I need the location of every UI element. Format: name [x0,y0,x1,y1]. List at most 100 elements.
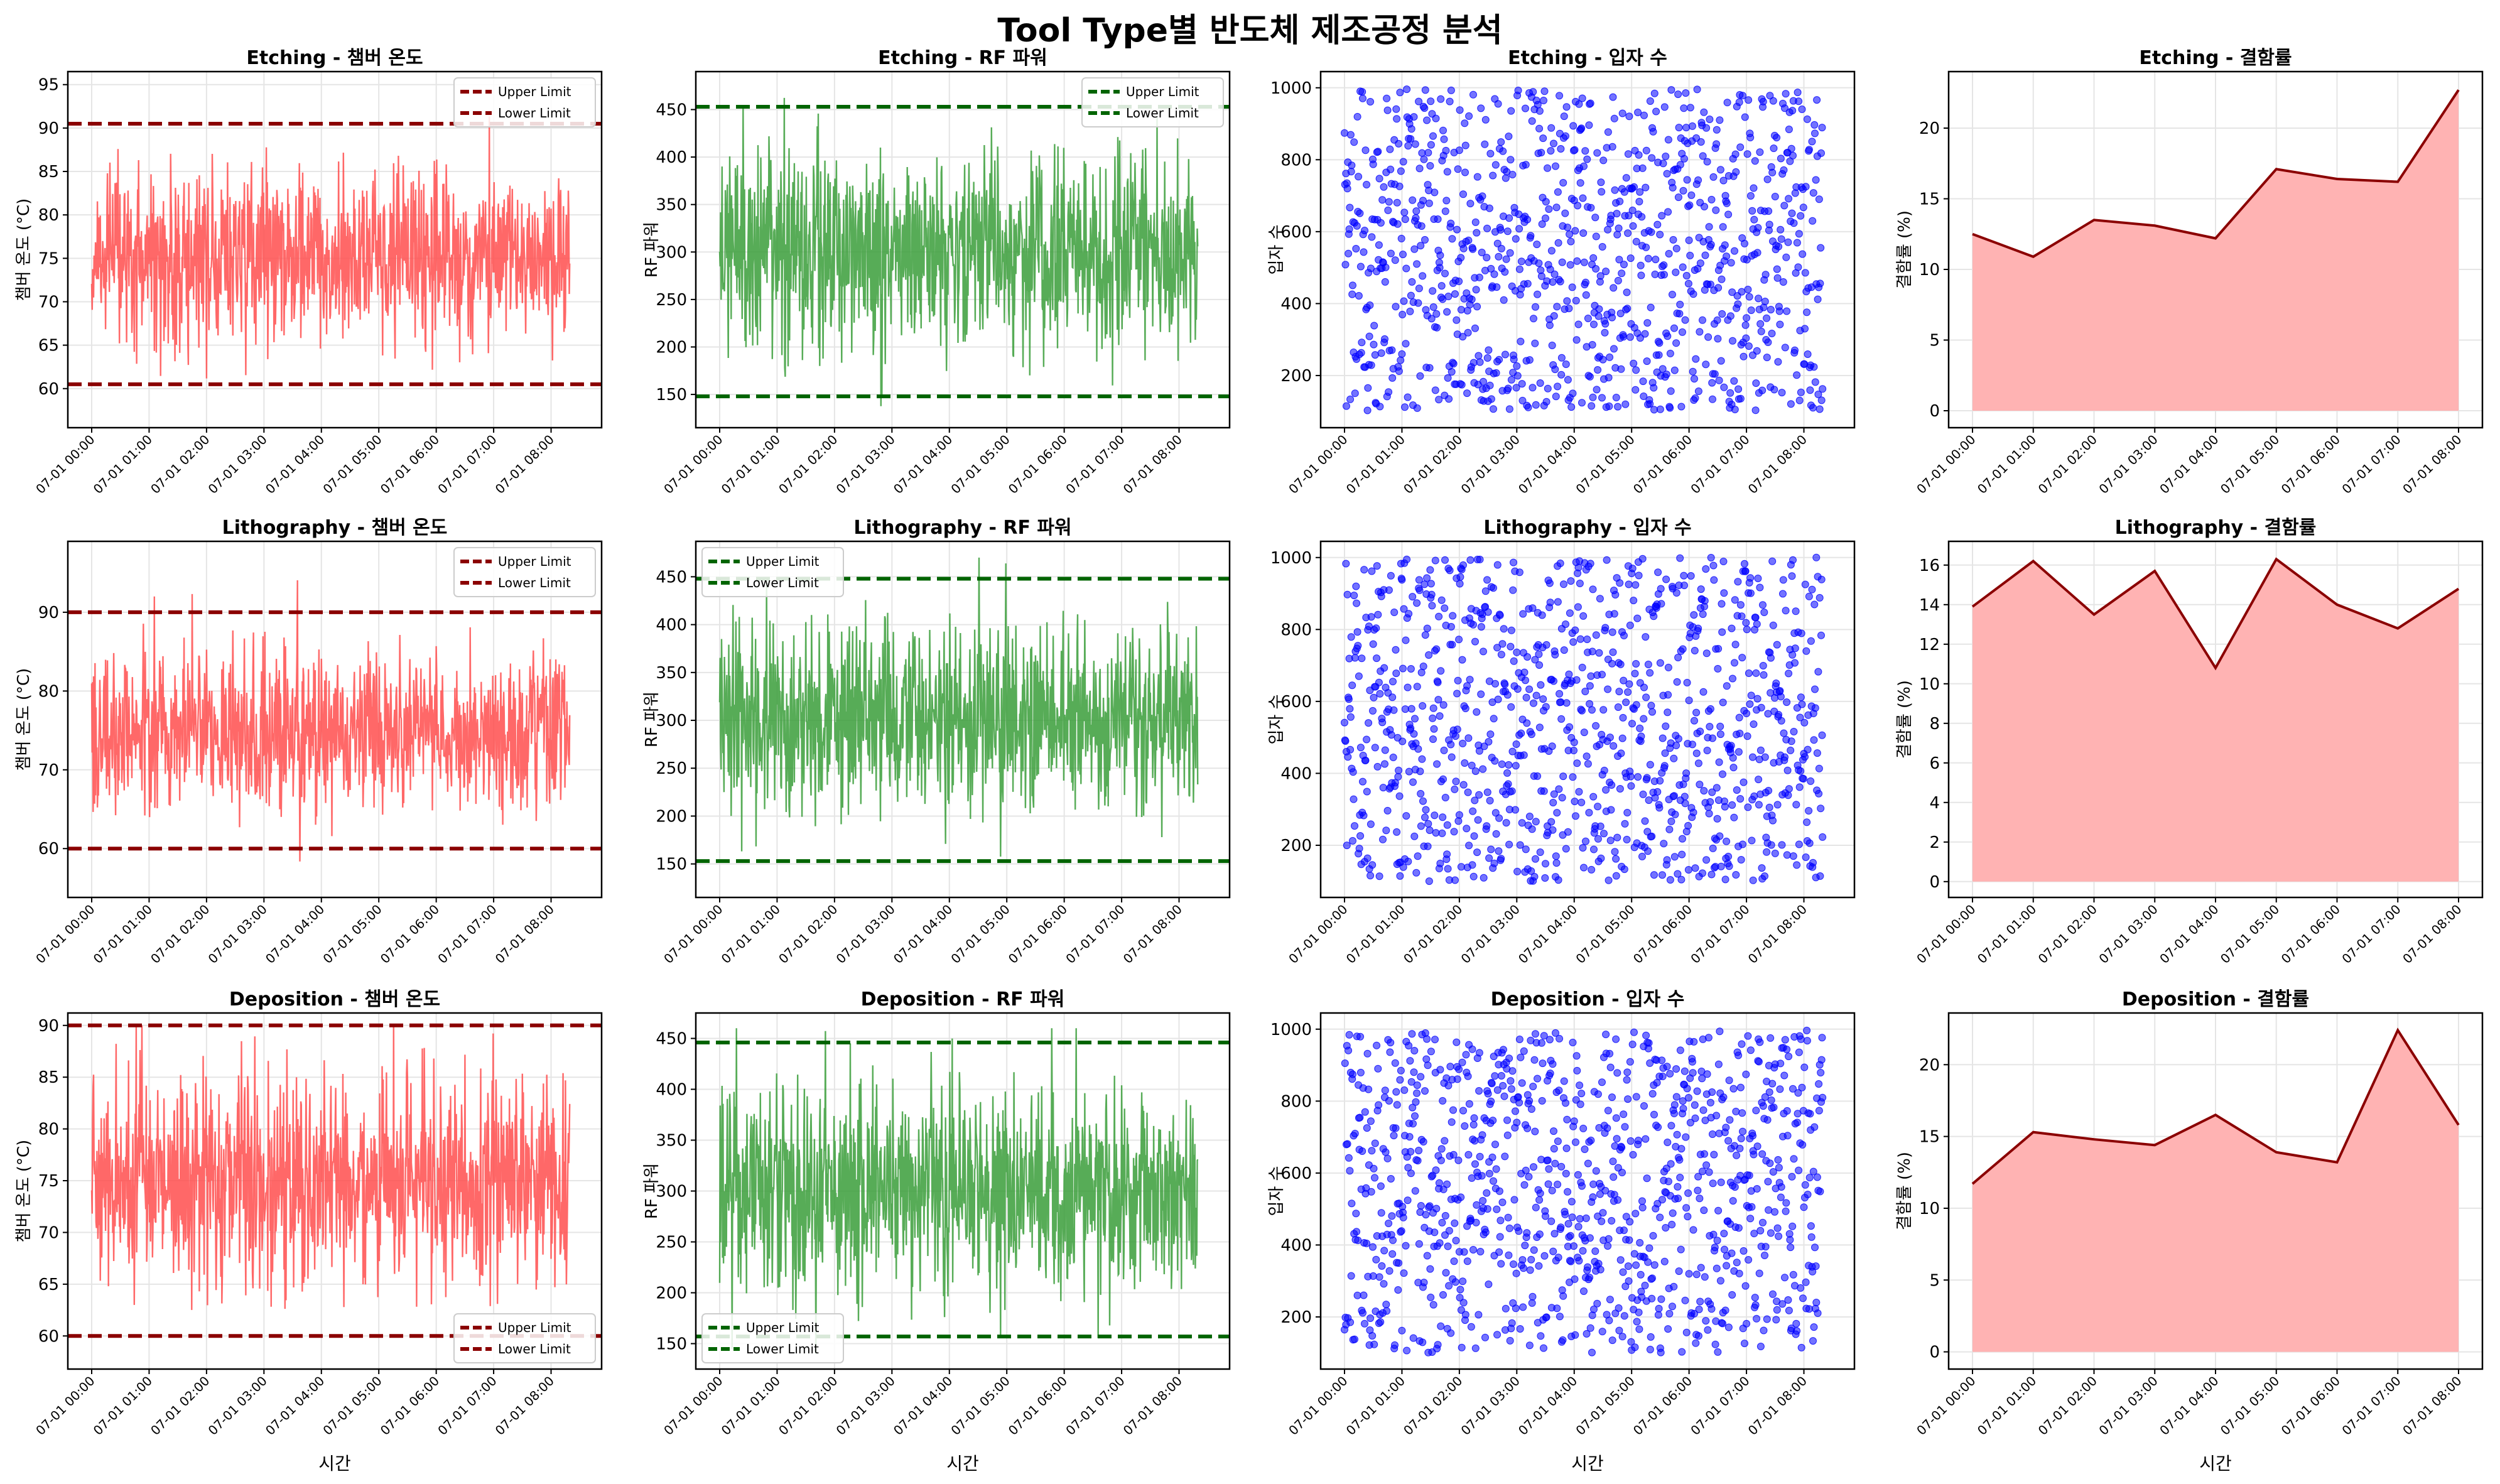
scatter-point [1515,1227,1523,1235]
scatter-point [1353,1291,1361,1299]
scatter-point [1773,265,1781,273]
scatter-point [1368,233,1376,241]
scatter-point [1552,203,1561,212]
x-tick-label: 07-01 08:00 [2400,902,2464,967]
scatter-point [1562,360,1570,368]
scatter-point [1446,97,1454,106]
scatter-point [1476,1152,1484,1161]
scatter-point [1419,797,1427,805]
scatter-point [1817,1069,1825,1076]
scatter-point [1721,803,1729,811]
scatter-point [1751,1294,1759,1302]
scatter-point [1759,1102,1767,1110]
scatter-point [1399,737,1407,745]
y-tick-label: 60 [38,380,59,399]
scatter-point [1667,86,1675,94]
scatter-point [1381,278,1389,286]
scatter-point [1560,646,1568,654]
scatter-point [1699,1167,1706,1176]
scatter-point [1679,328,1686,336]
scatter-point [1642,1031,1650,1039]
scatter-point [1656,659,1664,667]
scatter-point [1663,1063,1671,1071]
scatter-point [1387,249,1395,257]
scatter-point [1427,580,1435,588]
scatter-point [1607,806,1615,814]
scatter-point [1791,644,1799,653]
scatter-point [1584,1159,1592,1167]
scatter-point [1431,386,1439,394]
scatter-point [1539,1059,1547,1068]
scatter-point [1592,232,1600,241]
scatter-point [1785,669,1793,678]
scatter-point [1799,775,1807,783]
scatter-point [1645,1244,1653,1252]
scatter-point [1736,394,1745,403]
scatter-point [1735,1269,1743,1277]
scatter-point [1353,628,1361,636]
scatter-point [1698,1075,1706,1083]
scatter-point [1468,761,1476,769]
x-tick-label: 07-01 03:00 [2096,432,2160,497]
scatter-point [1761,1252,1768,1259]
scatter-point [1355,672,1363,680]
scatter-point [1552,162,1559,170]
scatter-point [1592,265,1600,273]
scatter-point [1596,272,1604,280]
scatter-point [1578,707,1586,715]
scatter-point [1663,856,1671,864]
scatter-point [1608,628,1616,636]
scatter-point [1500,625,1508,633]
scatter-point [1442,146,1450,154]
scatter-point [1480,377,1487,386]
scatter-point [1544,384,1552,393]
scatter-point [1457,1306,1465,1314]
scatter-point [1684,279,1692,288]
scatter-point [1540,787,1548,795]
scatter-point [1675,124,1683,132]
scatter-point [1780,202,1788,210]
scatter-point [1743,732,1751,740]
scatter-point [1696,1297,1704,1306]
scatter-point [1632,366,1640,374]
x-tick-label: 07-01 05:00 [2217,432,2282,497]
x-tick-label: 07-01 01:00 [90,902,155,967]
scatter-point [1415,586,1424,594]
scatter-point [1497,855,1505,863]
scatter-point [1764,339,1772,346]
scatter-point [1569,1039,1577,1046]
scatter-point [1793,239,1801,247]
scatter-point [1498,760,1506,768]
scatter-point [1484,608,1492,616]
scatter-point [1769,97,1777,105]
scatter-point [1636,334,1644,342]
scatter-point [1789,556,1797,564]
scatter-point [1763,314,1771,322]
scatter-point [1719,698,1727,707]
scatter-point [1719,770,1726,778]
scatter-point [1682,1328,1691,1336]
x-tick-label: 07-01 03:00 [205,1373,270,1438]
scatter-point [1576,580,1584,587]
y-tick-label: 300 [656,243,687,262]
scatter-point [1525,813,1534,820]
scatter-point [1398,576,1406,584]
scatter-point [1567,403,1576,411]
scatter-point [1455,278,1463,285]
scatter-point [1782,1207,1790,1215]
scatter-point [1571,1275,1579,1283]
x-tick-label: 07-01 00:00 [1285,1373,1350,1438]
scatter-point [1402,636,1410,644]
x-tick-label: 07-01 00:00 [33,432,97,497]
scatter-point [1781,344,1789,352]
scatter-point [1410,113,1418,121]
scatter-point [1625,212,1633,220]
x-tick-label: 07-01 03:00 [1458,1373,1523,1438]
scatter-point [1560,112,1568,121]
scatter-point [1777,225,1785,234]
scatter-point [1441,1211,1449,1220]
scatter-point [1658,1056,1666,1064]
x-tick-label: 07-01 04:00 [2156,902,2221,967]
